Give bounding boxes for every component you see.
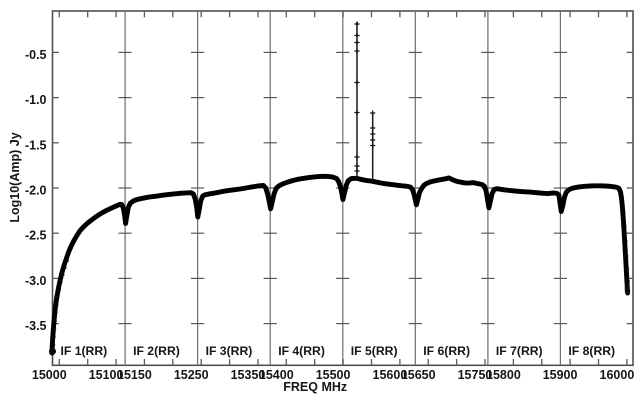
- svg-text:-1.5: -1.5: [25, 138, 47, 152]
- svg-text:15400: 15400: [259, 368, 294, 382]
- svg-text:IF 8(RR): IF 8(RR): [568, 344, 615, 358]
- svg-text:-2.0: -2.0: [25, 184, 47, 198]
- svg-text:IF 3(RR): IF 3(RR): [206, 344, 253, 358]
- svg-text:15650: 15650: [401, 368, 436, 382]
- svg-text:IF 2(RR): IF 2(RR): [133, 344, 180, 358]
- svg-text:IF 6(RR): IF 6(RR): [423, 344, 470, 358]
- svg-text:IF 1(RR): IF 1(RR): [61, 344, 108, 358]
- svg-text:-0.5: -0.5: [25, 48, 47, 62]
- svg-text:15600: 15600: [373, 368, 408, 382]
- svg-text:15150: 15150: [117, 368, 152, 382]
- svg-text:-3.0: -3.0: [25, 274, 47, 288]
- svg-text:IF 7(RR): IF 7(RR): [496, 344, 543, 358]
- svg-text:15350: 15350: [231, 368, 266, 382]
- svg-text:IF 5(RR): IF 5(RR): [351, 344, 398, 358]
- svg-text:Log10(Amp) Jy: Log10(Amp) Jy: [8, 132, 22, 222]
- svg-text:IF 4(RR): IF 4(RR): [278, 344, 325, 358]
- svg-text:16000: 16000: [600, 368, 635, 382]
- svg-text:15750: 15750: [458, 368, 493, 382]
- svg-text:-2.5: -2.5: [25, 229, 47, 243]
- svg-text:15900: 15900: [543, 368, 578, 382]
- svg-text:15000: 15000: [32, 368, 67, 382]
- svg-text:-1.0: -1.0: [25, 93, 47, 107]
- svg-text:15100: 15100: [89, 368, 124, 382]
- svg-text:FREQ MHz: FREQ MHz: [283, 380, 347, 394]
- svg-text:15500: 15500: [316, 368, 351, 382]
- svg-text:15800: 15800: [486, 368, 521, 382]
- svg-text:-3.5: -3.5: [25, 319, 47, 333]
- svg-text:15250: 15250: [174, 368, 209, 382]
